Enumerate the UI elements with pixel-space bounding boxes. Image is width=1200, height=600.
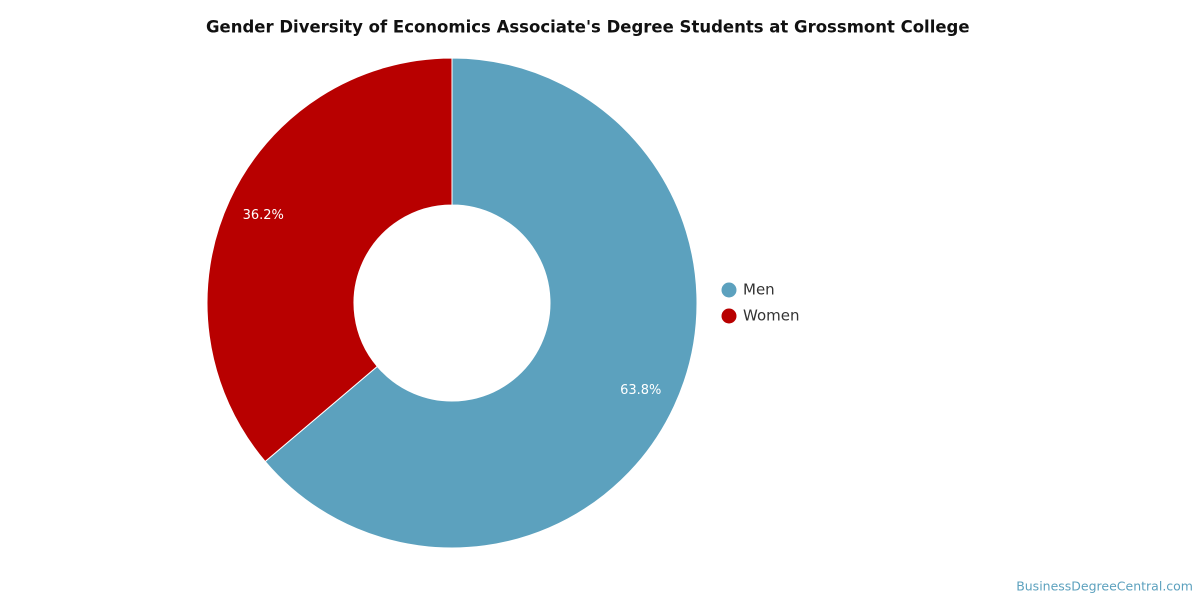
legend-label: Men bbox=[743, 281, 775, 299]
legend-marker bbox=[721, 282, 737, 298]
legend-label: Women bbox=[743, 307, 799, 325]
value-label: 63.8% bbox=[620, 383, 661, 398]
value-label: 36.2% bbox=[243, 208, 284, 223]
credit: BusinessDegreeCentral.com bbox=[1016, 579, 1193, 594]
donut-segment bbox=[264, 57, 698, 549]
donut-segment bbox=[206, 57, 453, 463]
chart-title: Gender Diversity of Economics Associate'… bbox=[206, 18, 970, 37]
legend-marker bbox=[721, 308, 737, 324]
